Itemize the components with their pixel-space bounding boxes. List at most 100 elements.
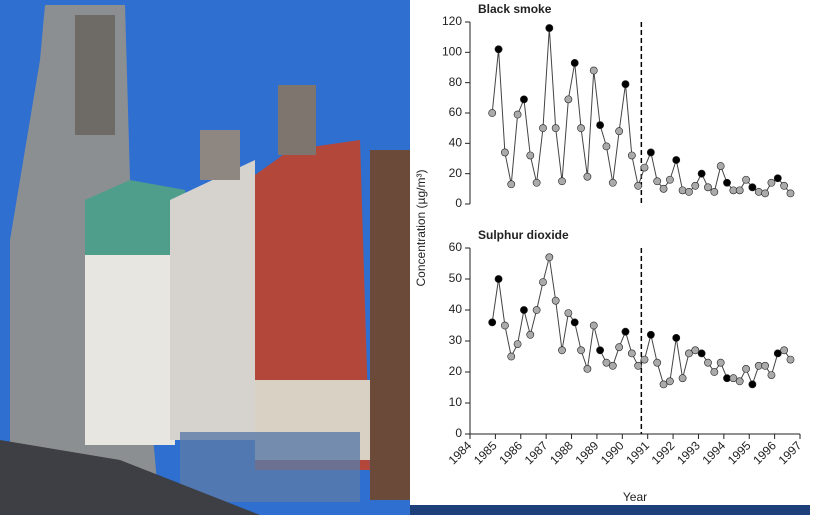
data-point [704,358,712,367]
data-point [786,355,795,364]
data-point [773,174,782,183]
data-point [526,330,535,339]
data-point [615,127,624,136]
data-point [716,162,725,170]
church-tower [75,15,115,135]
y-tick-label: 10 [449,395,463,409]
data-point [494,45,503,54]
data-point [513,340,522,348]
data-point [780,181,789,190]
data-point [666,377,674,386]
x-tick-label: 1993 [674,438,703,467]
x-tick-label: 1988 [547,438,576,467]
data-point [570,318,579,327]
y-tick-label: 50 [449,271,463,285]
data-point [735,377,744,386]
data-point [532,178,541,187]
data-point [672,333,681,342]
chimney [200,130,240,180]
data-point [501,321,509,330]
x-tick-label: 1990 [598,438,627,467]
photo-strip [410,505,810,515]
data-point [564,309,573,317]
data-point [526,151,535,160]
x-axis-label: Year [623,490,647,504]
y-tick-label: 60 [449,240,463,254]
data-point [513,110,522,119]
data-point [602,142,611,151]
x-tick-label: 1997 [776,438,805,467]
data-point [545,253,554,262]
data-point [697,349,706,358]
y-tick-label: 80 [449,75,463,89]
y-tick-label: 120 [442,14,462,28]
data-point [589,66,598,75]
data-point [640,355,649,364]
y-tick-label: 0 [455,196,462,210]
data-point [710,368,719,376]
data-point [494,275,503,283]
data-point [621,327,630,336]
x-tick-label: 1989 [573,438,602,467]
charts: Black smoke020406080100120Concentration … [414,2,804,504]
data-point [558,346,566,355]
data-point [646,330,655,339]
bus-shelter [180,432,360,502]
data-point [678,374,687,383]
data-point [539,124,547,133]
data-point [742,364,750,373]
data-point [545,24,554,32]
data-point [685,349,693,358]
data-point [716,358,725,367]
x-tick-label: 1995 [725,438,754,467]
data-point [780,346,789,355]
data-point [653,177,662,186]
y-tick-label: 40 [449,136,463,150]
y-tick-label: 20 [449,364,463,378]
road [0,440,260,515]
data-point [723,178,731,187]
data-point [615,343,624,352]
panel-title: Black smoke [478,2,552,16]
data-point [570,59,579,67]
y-axis-label: Concentration (µg/m³) [414,170,428,287]
data-point [488,109,497,117]
data-point [539,278,547,286]
data-point [608,361,617,370]
data-point [551,124,560,133]
data-point [532,306,541,314]
data-point [583,172,592,181]
data-point [678,186,687,195]
stone-building [170,160,255,440]
data-point [596,346,604,355]
data-point [659,380,668,389]
x-tick-label: 1987 [522,438,551,467]
data-point [507,352,516,361]
x-tick-label: 1991 [623,438,652,467]
data-point [773,349,782,358]
data-point [589,321,598,330]
data-point [659,184,668,193]
data-point [577,124,585,133]
data-point [577,346,585,355]
data-point [520,306,528,314]
data-point [507,180,516,189]
data-point [748,183,757,192]
data-point [742,175,750,184]
data-point [596,121,604,130]
data-point [666,175,674,184]
data-point [608,178,617,187]
data-point [748,380,757,389]
y-tick-label: 60 [449,105,463,119]
data-point [558,177,566,186]
white-building [85,255,175,445]
data-point [691,346,700,355]
x-tick-label: 1986 [496,438,525,467]
chimney [278,85,316,155]
y-tick-label: 0 [455,426,462,440]
x-tick-label: 1984 [446,438,475,467]
data-point [551,296,560,305]
data-point [520,95,528,104]
